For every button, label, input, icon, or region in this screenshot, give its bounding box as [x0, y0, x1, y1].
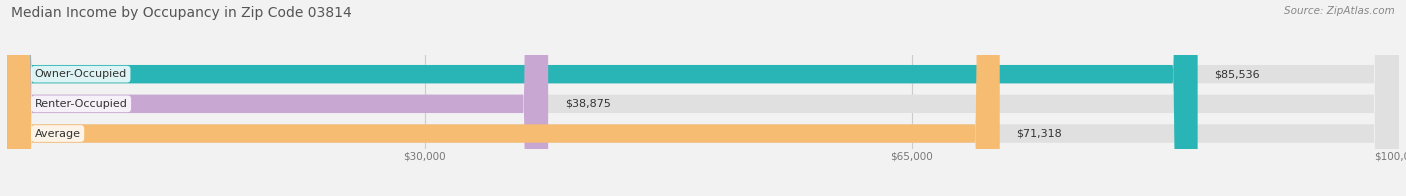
- FancyBboxPatch shape: [7, 0, 1000, 196]
- FancyBboxPatch shape: [7, 0, 548, 196]
- Text: $85,536: $85,536: [1215, 69, 1260, 79]
- FancyBboxPatch shape: [7, 0, 1399, 196]
- Text: $71,318: $71,318: [1017, 129, 1062, 139]
- Text: $38,875: $38,875: [565, 99, 610, 109]
- FancyBboxPatch shape: [7, 0, 1399, 196]
- Text: Average: Average: [35, 129, 82, 139]
- Text: Owner-Occupied: Owner-Occupied: [35, 69, 127, 79]
- Text: Source: ZipAtlas.com: Source: ZipAtlas.com: [1284, 6, 1395, 16]
- FancyBboxPatch shape: [7, 0, 1399, 196]
- FancyBboxPatch shape: [7, 0, 1198, 196]
- Text: Renter-Occupied: Renter-Occupied: [35, 99, 128, 109]
- Text: Median Income by Occupancy in Zip Code 03814: Median Income by Occupancy in Zip Code 0…: [11, 6, 352, 20]
